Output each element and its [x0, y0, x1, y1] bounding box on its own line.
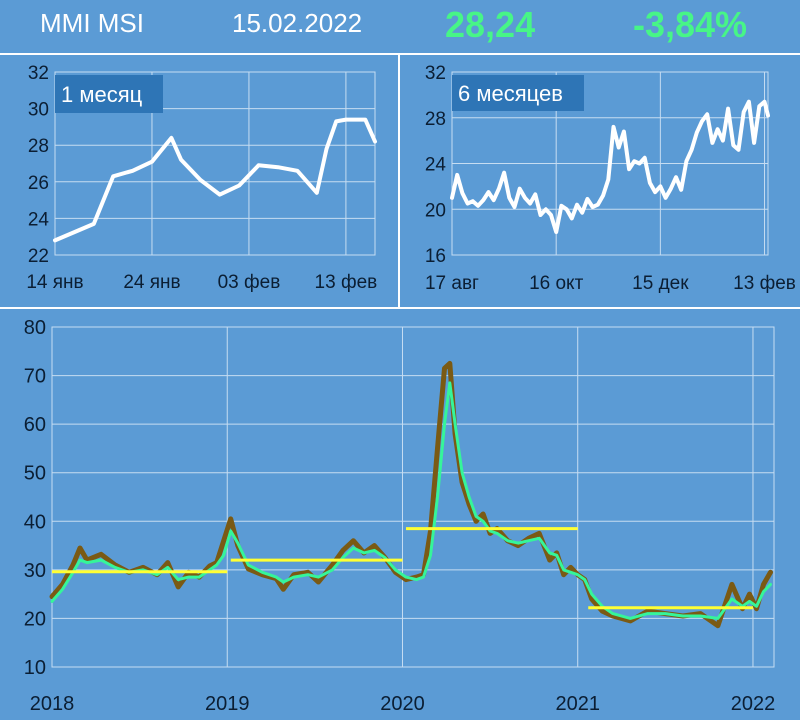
header-divider — [0, 53, 800, 55]
y-tick-label: 28 — [28, 136, 49, 157]
y-tick-label: 40 — [24, 511, 46, 533]
y-tick-label: 30 — [28, 100, 49, 121]
y-tick-label: 20 — [425, 200, 446, 221]
x-tick-label: 24 янв — [123, 272, 180, 293]
index-value: 28,24 — [445, 4, 536, 45]
period-label: 6 месяцев — [458, 81, 563, 106]
y-tick-label: 30 — [24, 560, 46, 582]
y-tick-label: 24 — [28, 209, 50, 230]
y-tick-label: 10 — [24, 657, 46, 679]
series-line — [53, 117, 377, 243]
chart-1-month: 22 24 26 28 30 32 14 янв 24 янв 03 фев 13 фев 1 ме… — [26, 63, 378, 293]
y-tick-label: 26 — [28, 173, 49, 194]
header-bar: MMI MSI 15.02.2022 28,24 -3,84% — [0, 0, 800, 56]
x-tick-label: 17 авг — [425, 273, 479, 294]
y-tick-label: 60 — [24, 414, 46, 436]
y-tick-label: 28 — [425, 109, 446, 130]
series-smoothed-line — [50, 381, 772, 620]
quote-date: 15.02.2022 — [232, 8, 363, 38]
x-tick-label: 13 фев — [315, 272, 378, 293]
chart-long-term: 10 20 30 40 50 60 70 80 2018 2019 2020 2021 2022 — [24, 317, 776, 715]
chart-6-months: 16 20 24 28 32 17 авг 16 окт 15 дек 13 фев 6 меся… — [425, 63, 796, 294]
x-tick-label: 15 дек — [632, 273, 689, 294]
period-badge — [55, 75, 163, 113]
series-raw-line — [49, 360, 773, 629]
y-tick-label: 80 — [24, 317, 46, 339]
y-tick-label: 32 — [28, 63, 49, 84]
x-tick-label: 2022 — [731, 693, 776, 715]
series-line — [450, 99, 770, 235]
x-tick-label: 2019 — [205, 693, 250, 715]
x-tick-label: 14 янв — [26, 272, 83, 293]
index-name: MMI MSI — [40, 8, 144, 38]
period-label: 1 месяц — [61, 82, 143, 107]
panel-divider — [398, 55, 400, 309]
x-tick-label: 13 фев — [733, 273, 796, 294]
section-divider — [0, 307, 800, 309]
period-badge — [452, 75, 584, 111]
x-tick-label: 2020 — [380, 693, 425, 715]
y-tick-label: 70 — [24, 366, 46, 388]
y-tick-label: 32 — [425, 63, 446, 84]
x-tick-label: 2018 — [30, 693, 75, 715]
index-change: -3,84% — [633, 4, 748, 45]
x-tick-label: 2021 — [555, 693, 600, 715]
x-tick-label: 03 фев — [218, 272, 281, 293]
y-tick-label: 22 — [28, 246, 49, 267]
y-tick-label: 24 — [425, 155, 447, 176]
y-tick-label: 50 — [24, 463, 46, 485]
x-tick-label: 16 окт — [529, 273, 584, 294]
y-tick-label: 20 — [24, 608, 46, 630]
y-tick-label: 16 — [425, 246, 446, 267]
